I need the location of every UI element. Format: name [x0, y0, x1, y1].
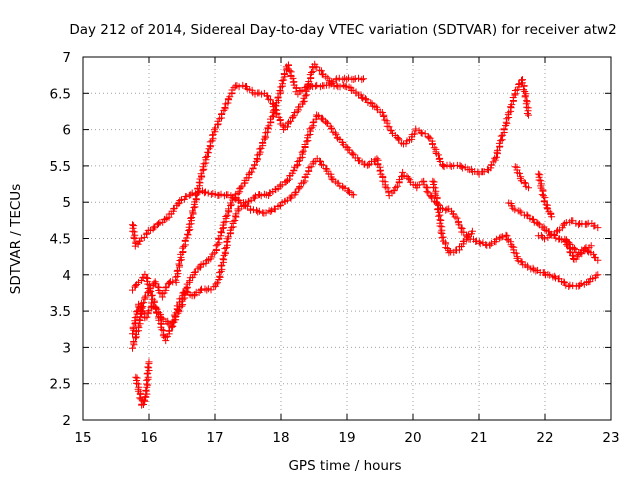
x-tick-label: 22	[536, 430, 553, 446]
y-tick-label: 3	[62, 340, 71, 356]
data-point-markers	[511, 163, 532, 192]
data-point-markers	[132, 358, 153, 409]
y-tick-label: 6	[62, 123, 71, 139]
x-tick-label: 21	[470, 430, 487, 446]
y-tick-label: 4.5	[50, 232, 71, 248]
data-markers	[129, 60, 602, 409]
plot-frame	[82, 56, 612, 421]
y-tick-label: 5.5	[50, 159, 71, 175]
data-point-markers	[534, 217, 602, 243]
y-tick-label: 6.5	[50, 86, 71, 102]
y-tick-label: 3.5	[50, 304, 71, 320]
data-point-markers	[429, 177, 476, 257]
series-track-10	[534, 217, 602, 243]
y-tick-label: 2.5	[50, 377, 71, 393]
x-tick-label: 15	[74, 430, 91, 446]
series-track-8	[534, 170, 556, 221]
y-axis-label: SDTVAR / TECUs	[8, 184, 24, 294]
series-track-5	[132, 358, 153, 409]
series-track-11	[561, 235, 595, 263]
x-axis-label: GPS time / hours	[288, 458, 401, 474]
axis-ticks: 15 16 17 18 19 20 21 22 23 2 2.5 3 3.5 4 4.5 5 5.5 6 6.5 7	[50, 50, 620, 446]
grid	[83, 57, 611, 420]
y-tick-label: 5	[62, 195, 71, 211]
x-tick-label: 18	[272, 430, 289, 446]
y-tick-label: 4	[62, 268, 71, 284]
x-tick-label: 16	[140, 430, 157, 446]
x-tick-label: 20	[404, 430, 421, 446]
series-track-6	[429, 177, 476, 257]
data-point-markers	[129, 111, 602, 345]
data-point-markers	[505, 199, 602, 264]
data-point-markers	[561, 235, 595, 263]
series-track-9	[505, 199, 602, 264]
x-tick-label: 19	[338, 430, 355, 446]
y-tick-label: 2	[62, 413, 71, 429]
series-track-4	[129, 111, 602, 345]
x-tick-label: 23	[602, 430, 619, 446]
chart-title: Day 212 of 2014, Sidereal Day-to-day VTE…	[69, 22, 616, 38]
data-point-markers	[534, 170, 556, 221]
series-track-3	[129, 60, 532, 352]
y-tick-label: 7	[62, 50, 71, 66]
series-track-7	[511, 163, 532, 192]
data-point-markers	[129, 60, 532, 352]
x-tick-label: 17	[206, 430, 223, 446]
